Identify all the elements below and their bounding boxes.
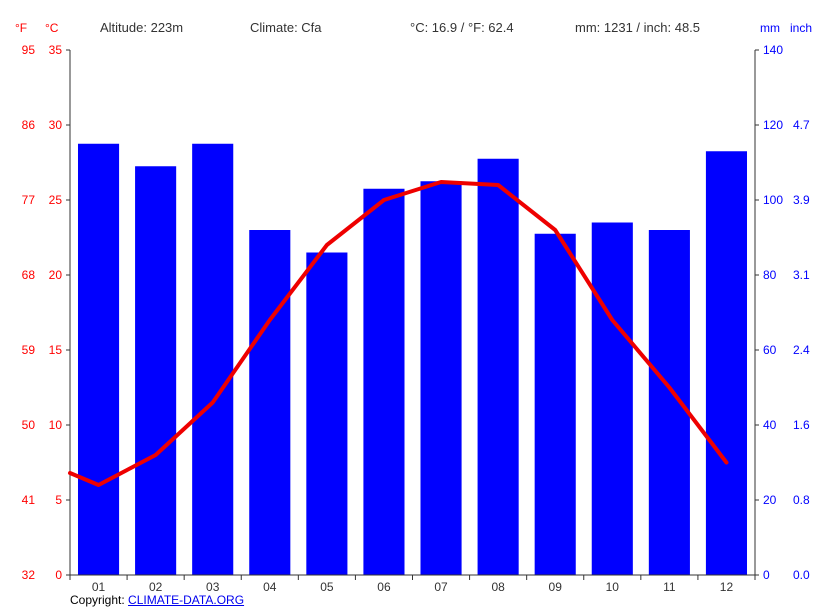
- svg-text:1.6: 1.6: [793, 418, 810, 432]
- svg-text:35: 35: [49, 43, 63, 57]
- chart-svg: Altitude: 223m Climate: Cfa °C: 16.9 / °F:…: [0, 0, 815, 611]
- climate-chart: Altitude: 223m Climate: Cfa °C: 16.9 / °F:…: [0, 0, 815, 611]
- svg-text:inch: inch: [790, 21, 812, 35]
- svg-text:3.1: 3.1: [793, 268, 810, 282]
- svg-text:09: 09: [549, 580, 563, 594]
- svg-text:mm: 1231 / inch: 48.5: mm: 1231 / inch: 48.5: [575, 20, 700, 35]
- svg-text:4.7: 4.7: [793, 118, 810, 132]
- svg-text:140: 140: [763, 43, 783, 57]
- svg-text:10: 10: [606, 580, 620, 594]
- svg-text:32: 32: [22, 568, 36, 582]
- svg-text:°C: 16.9 / °F: 62.4: °C: 16.9 / °F: 62.4: [410, 20, 514, 35]
- svg-text:Climate: Cfa: Climate: Cfa: [250, 20, 322, 35]
- svg-text:59: 59: [22, 343, 36, 357]
- svg-text:0: 0: [763, 568, 770, 582]
- svg-text:Altitude: 223m: Altitude: 223m: [100, 20, 183, 35]
- svg-text:04: 04: [263, 580, 277, 594]
- svg-text:60: 60: [763, 343, 777, 357]
- svg-text:80: 80: [763, 268, 777, 282]
- svg-text:86: 86: [22, 118, 36, 132]
- svg-text:11: 11: [663, 580, 676, 594]
- svg-text:30: 30: [49, 118, 63, 132]
- svg-text:15: 15: [49, 343, 63, 357]
- svg-text:mm: mm: [760, 21, 780, 35]
- svg-text:100: 100: [763, 193, 783, 207]
- svg-text:08: 08: [491, 580, 505, 594]
- svg-text:3.9: 3.9: [793, 193, 810, 207]
- copyright-link[interactable]: CLIMATE-DATA.ORG: [128, 593, 244, 607]
- svg-text:95: 95: [22, 43, 36, 57]
- svg-text:0.8: 0.8: [793, 493, 810, 507]
- svg-text:50: 50: [22, 418, 36, 432]
- svg-text:68: 68: [22, 268, 36, 282]
- svg-text:07: 07: [434, 580, 448, 594]
- svg-text:120: 120: [763, 118, 783, 132]
- svg-text:°C: °C: [45, 21, 59, 35]
- svg-text:05: 05: [320, 580, 334, 594]
- svg-text:20: 20: [763, 493, 777, 507]
- svg-text:25: 25: [49, 193, 63, 207]
- svg-text:0.0: 0.0: [793, 568, 810, 582]
- copyright: Copyright: CLIMATE-DATA.ORG: [70, 593, 244, 607]
- svg-text:12: 12: [720, 580, 734, 594]
- svg-text:0: 0: [55, 568, 62, 582]
- copyright-prefix: Copyright:: [70, 593, 128, 607]
- svg-text:41: 41: [22, 493, 36, 507]
- svg-text:2.4: 2.4: [793, 343, 810, 357]
- svg-text:02: 02: [149, 580, 163, 594]
- svg-text:10: 10: [49, 418, 63, 432]
- svg-text:40: 40: [763, 418, 777, 432]
- svg-text:5: 5: [55, 493, 62, 507]
- svg-text:03: 03: [206, 580, 220, 594]
- svg-text:01: 01: [92, 580, 106, 594]
- svg-text:06: 06: [377, 580, 391, 594]
- svg-text:77: 77: [22, 193, 36, 207]
- svg-text:20: 20: [49, 268, 63, 282]
- svg-text:°F: °F: [15, 21, 27, 35]
